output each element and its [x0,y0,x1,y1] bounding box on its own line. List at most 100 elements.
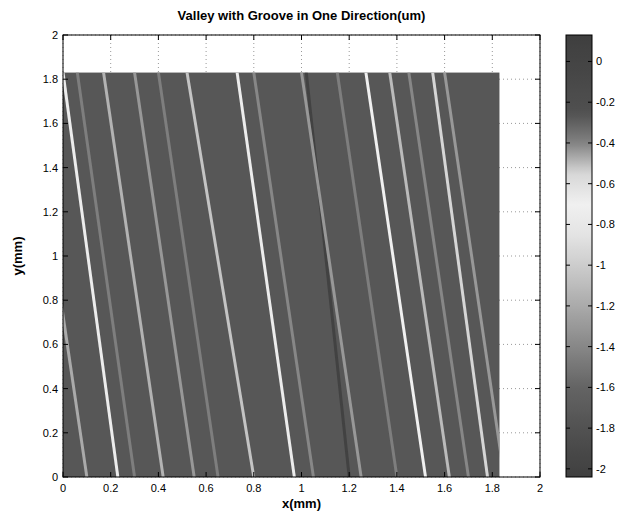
x-tick [492,472,493,477]
x-tick-label: 0 [60,482,66,494]
groove [133,73,196,477]
x-tick [110,35,111,40]
colorbar-tick [566,387,570,388]
x-tick-label: 0.8 [246,482,261,494]
y-tick [63,123,68,124]
colorbar-tick [588,61,592,62]
colorbar-tick [588,142,592,143]
y-tick [535,388,540,389]
y-tick [63,167,68,168]
x-tick [349,472,350,477]
x-tick-label: 2 [537,482,543,494]
y-tick [535,123,540,124]
y-tick [63,477,68,478]
x-tick [301,35,302,40]
x-axis-title: x(mm) [282,496,321,511]
y-tick-label: 1.6 [43,117,58,129]
x-tick [540,35,541,40]
colorbar-tick [566,305,570,306]
surface [63,73,499,477]
colorbar-tick [566,346,570,347]
y-tick-label: 0.8 [43,294,58,306]
y-tick [535,211,540,212]
x-tick [349,35,350,40]
y-tick-label: 1.2 [43,206,58,218]
y-tick-label: 0.2 [43,427,58,439]
colorbar-tick [566,61,570,62]
background [0,0,631,523]
colorbar-tick-label: -0.2 [596,96,615,108]
x-tick [158,35,159,40]
x-tick [158,472,159,477]
colorbar-tick [566,102,570,103]
x-tick-label: 0.4 [151,482,166,494]
colorbar-tick [588,428,592,429]
colorbar-tick-label: -2 [596,463,606,475]
x-tick [206,472,207,477]
colorbar-tick [588,183,592,184]
y-tick [535,35,540,36]
colorbar-tick-label: 0 [596,55,602,67]
colorbar-tick-label: -1 [596,259,606,271]
grooves [63,73,499,477]
colorbar-tick [566,428,570,429]
x-tick [396,472,397,477]
groove [102,73,165,477]
y-tick-label: 0.6 [43,338,58,350]
x-tick [253,472,254,477]
y-tick-label: 1.4 [43,162,58,174]
y-tick-label: 0.4 [43,383,58,395]
x-tick-label: 1.4 [389,482,404,494]
groove [236,73,296,477]
grid [63,35,540,477]
x-tick [301,472,302,477]
colorbar-tick [566,142,570,143]
y-tick [535,300,540,301]
colorbar-tick [588,265,592,266]
colorbar-tick [566,224,570,225]
groove [76,73,136,477]
figure: 00.20.40.60.811.21.41.61.8200.20.40.60.8… [0,0,631,523]
colorbar-tick [588,346,592,347]
y-tick [535,167,540,168]
x-tick [444,35,445,40]
x-tick [63,35,64,40]
ticks [63,35,540,477]
y-tick [535,79,540,80]
y-tick [63,300,68,301]
y-tick-label: 2 [52,29,58,41]
y-tick [535,477,540,478]
groove [443,73,499,477]
colorbar-tick [588,224,592,225]
colorbar-tick-label: -0.8 [596,218,615,230]
x-tick [63,472,64,477]
y-tick [63,256,68,257]
y-tick [63,211,68,212]
x-tick [396,35,397,40]
groove [252,73,315,477]
y-tick [535,256,540,257]
x-tick [540,472,541,477]
colorbar-tick [588,305,592,306]
x-tick [492,35,493,40]
colorbar-tick-label: -0.6 [596,178,615,190]
colorbar-tick [566,183,570,184]
y-tick-label: 0 [52,471,58,483]
x-tick-label: 0.2 [103,482,118,494]
x-tick [253,35,254,40]
x-tick [110,472,111,477]
groove [431,73,489,477]
colorbar-tick-label: -1.2 [596,300,615,312]
colorbar-tick [588,468,592,469]
colorbar-tick [588,387,592,388]
y-tick-label: 1 [52,250,58,262]
y-axis-title: y(mm) [10,236,25,275]
axes-frame [63,35,540,477]
colorbar-tick-label: -0.4 [596,137,615,149]
colorbar-tick-label: -1.4 [596,341,615,353]
groove [157,73,220,477]
colorbar-tick-label: -1.6 [596,381,615,393]
colorbar [566,35,592,477]
colorbar-tick [566,265,570,266]
y-tick [63,79,68,80]
